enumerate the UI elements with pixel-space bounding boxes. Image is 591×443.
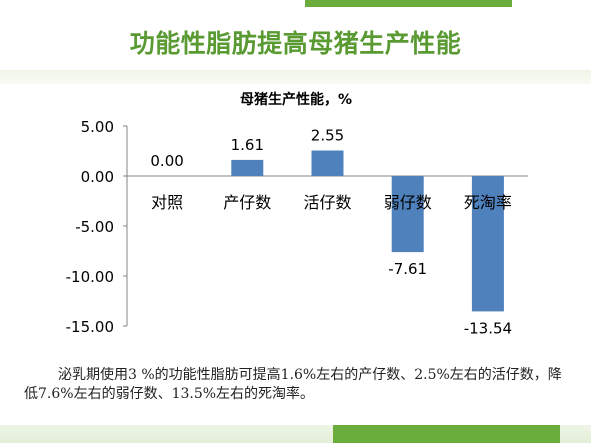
chart-title: 母猪生产性能，% — [240, 91, 352, 108]
category-label: 产仔数 — [223, 193, 271, 212]
bars — [231, 150, 504, 312]
bottom-accent-bar — [333, 425, 560, 443]
bar — [471, 176, 504, 312]
bar-chart: 母猪生产性能，% 5.00 0.00 -5.00 -10.00 -15.00 0.00 1… — [66, 91, 528, 338]
y-axis-ticks: 5.00 0.00 -5.00 -10.00 -15.00 — [66, 118, 114, 336]
value-labels: 0.00 1.61 2.55 -7.61 -13.54 — [150, 127, 512, 338]
value-label: -7.61 — [388, 260, 427, 278]
value-label: -13.54 — [464, 319, 512, 337]
y-tick-label: 5.00 — [81, 118, 114, 136]
category-label: 死淘率 — [464, 193, 512, 212]
value-label: 2.55 — [311, 127, 344, 145]
value-label: 0.00 — [150, 152, 183, 170]
bar — [311, 150, 344, 176]
title-band — [0, 70, 591, 84]
category-label: 弱仔数 — [384, 193, 432, 212]
y-tick-label: -15.00 — [66, 318, 114, 336]
bar — [231, 159, 264, 176]
x-axis-labels: 对照 产仔数 活仔数 弱仔数 死淘率 — [151, 193, 512, 212]
y-tick-label: -5.00 — [75, 218, 114, 236]
value-label: 1.61 — [231, 136, 264, 154]
category-label: 活仔数 — [303, 193, 351, 212]
caption-text: 泌乳期使用3 %的功能性脂肪可提高1.6%左右的产仔数、2.5%左右的活仔数，降… — [24, 367, 562, 402]
category-label: 对照 — [151, 193, 183, 212]
slide-title: 功能性脂肪提高母猪生产性能 — [129, 29, 462, 58]
bar — [391, 176, 424, 253]
y-tick-label: 0.00 — [81, 168, 114, 186]
y-tick-label: -10.00 — [66, 268, 114, 286]
top-accent-bar — [305, 0, 512, 7]
